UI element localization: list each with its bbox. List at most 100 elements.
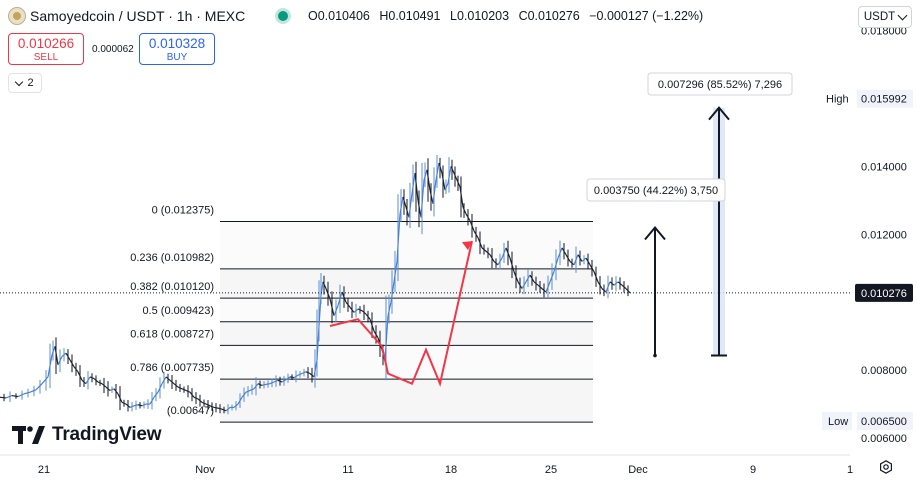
chevron-down-icon bbox=[897, 10, 908, 21]
price-segment bbox=[169, 379, 175, 385]
price-segment bbox=[561, 247, 567, 255]
samoyedcoin-icon bbox=[8, 7, 26, 25]
price-segment bbox=[605, 281, 611, 293]
price-segment bbox=[293, 374, 299, 379]
price-segment bbox=[105, 386, 111, 391]
fib-zone bbox=[220, 379, 593, 423]
price-segment bbox=[225, 407, 231, 412]
price-segment bbox=[137, 404, 143, 407]
buy-button[interactable]: 0.010328 BUY bbox=[139, 33, 215, 65]
price-segment bbox=[209, 405, 215, 409]
price-segment bbox=[173, 383, 179, 388]
chart-header: Samoyedcoin / USDT · 1h · MEXC O0.010406… bbox=[0, 0, 912, 32]
low-value-bg bbox=[857, 412, 913, 431]
price-segment bbox=[181, 388, 187, 392]
ohlc-readout: O0.010406 H0.010491 L0.010203 C0.010276 … bbox=[308, 9, 709, 23]
current-price-box[interactable] bbox=[855, 283, 913, 302]
price-tick-label: 0.018000 bbox=[861, 26, 907, 38]
time-tick-label: Dec bbox=[628, 464, 648, 476]
market-status-icon[interactable] bbox=[278, 11, 288, 21]
price-segment bbox=[569, 260, 575, 266]
price-segment bbox=[345, 301, 351, 308]
tradingview-logo[interactable]: TradingView bbox=[12, 424, 162, 446]
price-segment bbox=[617, 281, 623, 286]
price-segment bbox=[141, 403, 147, 407]
price-segment bbox=[485, 250, 491, 256]
price-segment bbox=[411, 173, 416, 194]
price-tick-label: 0.014000 bbox=[861, 161, 907, 173]
price-segment bbox=[73, 366, 79, 373]
measure-label-box[interactable] bbox=[647, 72, 793, 96]
price-segment bbox=[281, 379, 287, 383]
price-segment bbox=[477, 237, 483, 249]
price-segment bbox=[69, 359, 75, 368]
price-segment bbox=[153, 391, 159, 398]
price-segment bbox=[429, 190, 434, 204]
price-segment bbox=[129, 405, 135, 409]
projection-path[interactable] bbox=[329, 240, 473, 388]
gear-icon[interactable] bbox=[879, 460, 893, 474]
measure-label: 0.007296 (85.52%) 7,296 bbox=[658, 79, 782, 91]
price-segment bbox=[573, 254, 579, 266]
measure-label-box[interactable] bbox=[586, 178, 726, 202]
fib-zone bbox=[220, 268, 593, 299]
price-segment bbox=[353, 308, 359, 313]
price-segment bbox=[585, 257, 591, 266]
price-segment bbox=[501, 247, 507, 259]
price-segment bbox=[233, 403, 239, 408]
ohlc-low: L0.010203 bbox=[450, 9, 510, 23]
price-segment bbox=[609, 281, 615, 286]
time-tick-label: 25 bbox=[545, 464, 557, 476]
spread-value: 0.000062 bbox=[92, 44, 134, 55]
fib-level-label: 0.5 (0.009423) bbox=[142, 305, 214, 317]
measure-arrows[interactable]: 0.003750 (44.22%) 3,750 0.007296 (85.52%)… bbox=[586, 72, 793, 358]
fib-level-label: 0.786 (0.007735) bbox=[130, 362, 214, 374]
indicators-toggle-button[interactable]: 2 bbox=[8, 73, 42, 93]
time-tick-label: 1 bbox=[847, 464, 853, 476]
measure-arrowhead bbox=[644, 225, 666, 241]
price-segment bbox=[93, 378, 99, 383]
price-segment bbox=[241, 391, 247, 398]
price-tick-label: 0.006000 bbox=[861, 433, 907, 445]
projection-drawing[interactable] bbox=[329, 240, 473, 388]
price-segment bbox=[185, 389, 191, 393]
price-segment bbox=[261, 383, 267, 386]
price-segment bbox=[441, 173, 446, 191]
price-segment bbox=[459, 186, 464, 208]
fib-level-label: (0.00647) bbox=[167, 405, 214, 417]
price-segment bbox=[325, 288, 331, 300]
price-segment bbox=[285, 376, 291, 381]
price-segment bbox=[525, 274, 531, 283]
price-segment bbox=[322, 281, 327, 289]
measure-arrowhead bbox=[708, 106, 730, 121]
price-segment bbox=[396, 213, 401, 262]
price-segment bbox=[489, 254, 495, 262]
price-segment bbox=[384, 315, 389, 360]
price-segment bbox=[97, 381, 103, 385]
price-axis[interactable]: 0.0180000.0160000.0140000.0120000.008000… bbox=[822, 26, 913, 445]
price-segment bbox=[565, 254, 571, 262]
fib-level-label: 0.618 (0.008727) bbox=[130, 328, 214, 340]
price-segment bbox=[529, 274, 535, 283]
low-label: Low bbox=[828, 416, 848, 428]
currency-select[interactable]: USDT bbox=[858, 6, 912, 28]
fib-retracement[interactable]: 0 (0.012375) 0.236 (0.010982) 0.382 (0.010… bbox=[130, 205, 593, 423]
symbol-title[interactable]: Samoyedcoin / USDT · 1h · MEXC bbox=[30, 8, 246, 24]
ohlc-close: C0.010276 bbox=[518, 9, 580, 23]
time-axis[interactable]: 21 Nov 11 18 25 Dec 9 1 bbox=[0, 454, 853, 476]
time-tick-label: 18 bbox=[445, 464, 457, 476]
time-tick-label: 11 bbox=[342, 464, 353, 476]
price-segment bbox=[553, 257, 559, 272]
price-segment bbox=[593, 271, 599, 283]
price-segment bbox=[201, 401, 207, 405]
price-segment bbox=[269, 381, 275, 385]
price-segment bbox=[597, 281, 603, 289]
price-segment bbox=[373, 330, 379, 339]
price-segment bbox=[309, 373, 315, 378]
price-segment bbox=[47, 354, 53, 378]
price-segment bbox=[0, 396, 7, 399]
sell-button[interactable]: 0.010266 SELL bbox=[8, 33, 84, 65]
price-segment bbox=[23, 391, 31, 395]
price-segment bbox=[51, 346, 56, 356]
